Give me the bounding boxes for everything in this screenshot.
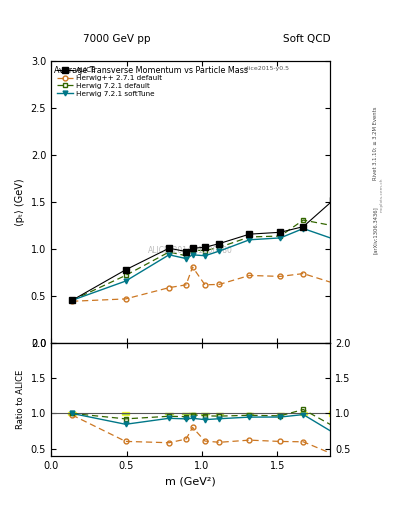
Text: ALICE_2014_I1300380: ALICE_2014_I1300380 — [148, 246, 233, 254]
Text: mcplots.cern.ch: mcplots.cern.ch — [379, 177, 383, 212]
Text: Average Transverse Momentum vs Particle Mass: Average Transverse Momentum vs Particle … — [54, 66, 248, 75]
Bar — [277, 413, 284, 414]
Text: alice2015-y0.5: alice2015-y0.5 — [244, 66, 290, 71]
Y-axis label: ⟨pₜ⟩ (GeV): ⟨pₜ⟩ (GeV) — [15, 178, 25, 226]
Text: 7000 GeV pp: 7000 GeV pp — [83, 33, 150, 44]
Bar — [216, 413, 223, 414]
Bar — [299, 413, 307, 414]
Legend: ALICE, Herwig++ 2.7.1 default, Herwig 7.2.1 default, Herwig 7.2.1 softTune: ALICE, Herwig++ 2.7.1 default, Herwig 7.… — [55, 65, 165, 99]
Bar — [189, 413, 196, 414]
Bar — [165, 413, 173, 414]
Text: Soft QCD: Soft QCD — [283, 33, 331, 44]
Bar — [68, 412, 76, 415]
Bar — [182, 413, 190, 414]
Bar — [246, 413, 253, 414]
Bar — [122, 413, 129, 414]
Text: Rivet 3.1.10; ≥ 3.2M Events: Rivet 3.1.10; ≥ 3.2M Events — [373, 106, 378, 180]
Bar — [246, 413, 253, 414]
Bar — [329, 413, 337, 414]
Bar — [68, 413, 76, 414]
Bar — [201, 413, 209, 414]
Bar — [277, 413, 284, 414]
Bar — [122, 412, 129, 415]
Bar — [329, 411, 337, 416]
X-axis label: m (GeV²): m (GeV²) — [165, 476, 216, 486]
Bar — [299, 412, 307, 415]
Bar — [182, 413, 190, 414]
Y-axis label: Ratio to ALICE: Ratio to ALICE — [16, 370, 25, 429]
Text: [arXiv:1306.3436]: [arXiv:1306.3436] — [373, 206, 378, 254]
